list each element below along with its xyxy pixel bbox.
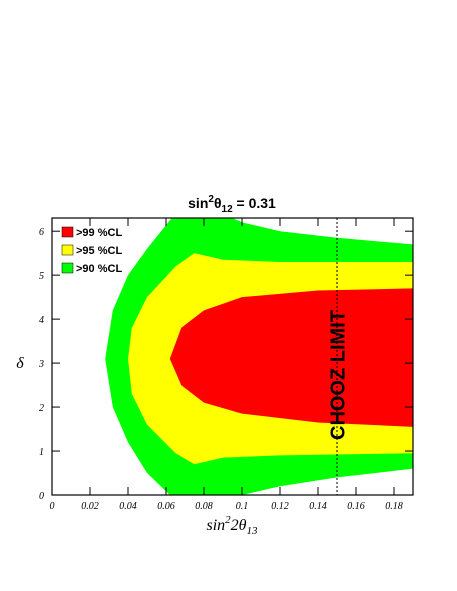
legend-swatch (61, 262, 74, 274)
x-tick-label: 0.14 (309, 501, 327, 512)
label-part: 2 (225, 514, 231, 526)
y-tick-label: 5 (39, 271, 44, 282)
legend-label: >95 %CL (76, 245, 122, 257)
x-tick-label: 0.06 (157, 501, 175, 512)
y-tick-label: 3 (38, 359, 44, 370)
y-tick-label: 6 (39, 227, 44, 238)
title-part: sin (188, 195, 208, 211)
x-tick-label: 0.08 (195, 501, 213, 512)
x-tick-label: 0.18 (385, 501, 403, 512)
legend-swatch (61, 226, 74, 238)
label-part: 2θ (231, 517, 247, 534)
title-part: θ (214, 195, 222, 211)
legend-swatch (61, 244, 74, 256)
legend-label: >90 %CL (76, 263, 122, 275)
label-part: 13 (247, 525, 259, 537)
y-axis-label: δ (16, 355, 24, 372)
x-tick-label: 0.04 (119, 501, 137, 512)
y-tick-label: 4 (39, 315, 44, 326)
chart-title: sin2θ12 = 0.31 (188, 194, 276, 215)
x-tick-label: 0.02 (81, 501, 99, 512)
title-part: 12 (222, 204, 234, 215)
chooz-limit-label: CHOOZ LIMIT (327, 310, 349, 440)
plot-frame (51, 217, 414, 496)
label-part: sin (206, 517, 225, 534)
x-tick-label: 0 (50, 501, 55, 512)
y-tick-label: 2 (39, 403, 44, 414)
x-tick-label: 0.16 (347, 501, 365, 512)
y-tick-label: 1 (39, 447, 44, 458)
confidence-region (169, 288, 413, 427)
title-part: = 0.31 (233, 195, 276, 211)
x-tick-label: 0.12 (271, 501, 289, 512)
legend-label: >99 %CL (76, 227, 122, 239)
title-part: 2 (208, 194, 214, 205)
x-tick-label: 0.1 (236, 501, 249, 512)
x-axis-label: sin22θ13 (206, 514, 258, 537)
y-tick-label: 0 (39, 491, 44, 502)
